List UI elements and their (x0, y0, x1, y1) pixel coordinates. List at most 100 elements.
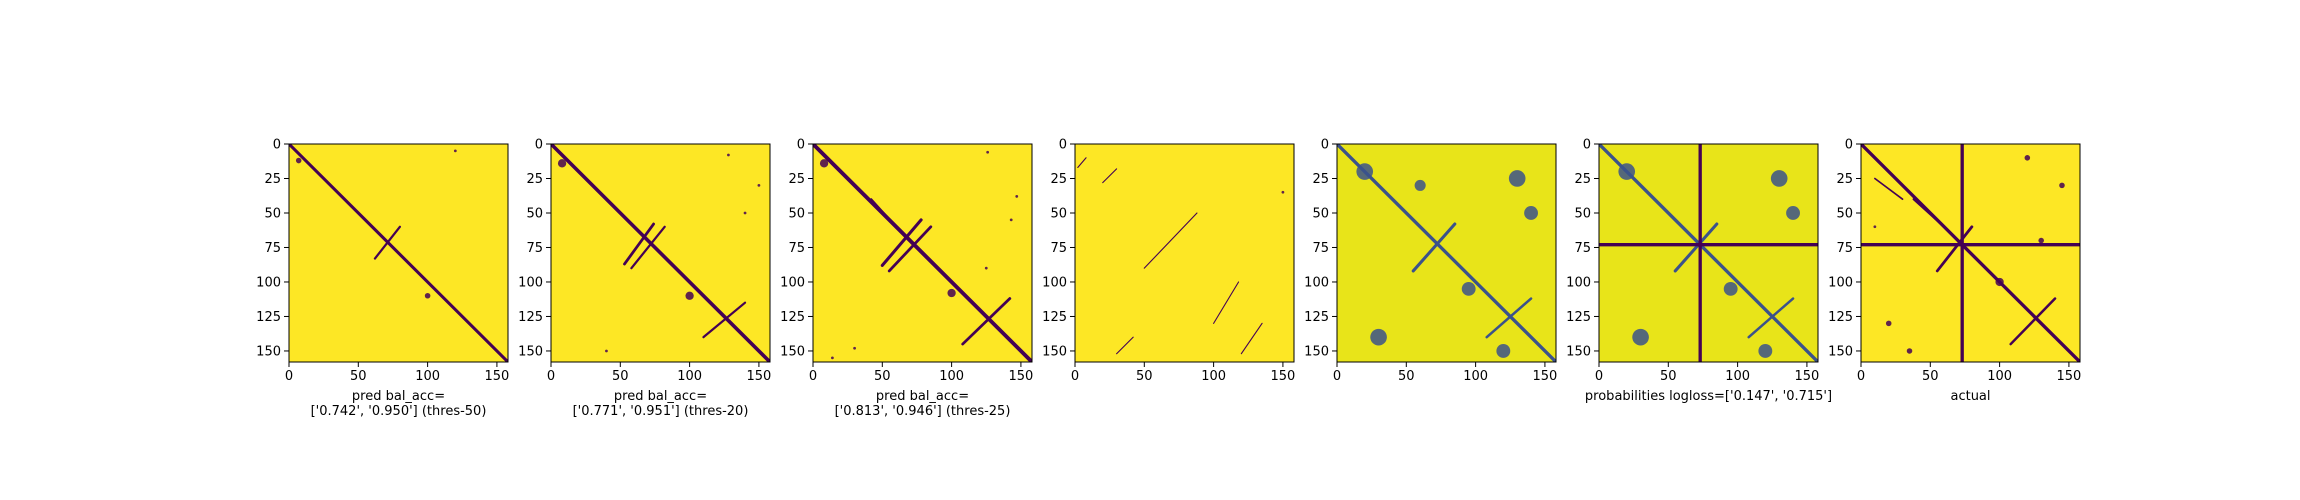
x-tick-label: 0 (809, 369, 817, 384)
heatmap-blob-3 (757, 184, 761, 187)
heatmap-blob-2 (453, 149, 457, 153)
panel-caption-line-1: actual (1950, 389, 1990, 404)
y-tick-label: 75 (1312, 241, 1329, 256)
heatmap-band-1 (1861, 144, 2080, 362)
heatmap-blob-3 (1524, 206, 1538, 220)
y-tick-label: 50 (788, 206, 805, 221)
y-tick-label: 100 (1304, 275, 1329, 290)
heatmap-band-2 (623, 222, 655, 266)
y-tick-label: 25 (1836, 172, 1853, 187)
heatmap-band-1 (551, 144, 770, 362)
y-tick-label: 100 (518, 275, 543, 290)
heatmap-blob-6 (1461, 281, 1476, 296)
heatmap-band-2 (880, 218, 923, 267)
heatmap-band-6 (1116, 336, 1134, 355)
y-tick-label: 125 (780, 310, 805, 325)
x-tick-label: 0 (547, 369, 555, 384)
panel-caption-line-2: ['0.771', '0.951'] (thres-20) (573, 404, 749, 419)
heatmap-band-3 (1143, 212, 1198, 269)
y-tick-label: 0 (273, 138, 281, 153)
heatmap-band-3 (1747, 297, 1795, 339)
y-tick-label: 150 (780, 344, 805, 359)
x-tick-label: 100 (415, 369, 440, 384)
panel-caption-line-1: pred bal_acc= (876, 389, 969, 404)
y-tick-label: 50 (1050, 206, 1067, 221)
y-tick-label: 125 (1042, 310, 1067, 325)
heatmap-blob-2 (2059, 182, 2065, 189)
heatmap-blob-1 (2024, 155, 2031, 161)
heatmap-blob-6 (2038, 237, 2044, 244)
x-tick-label: 150 (1270, 369, 1295, 384)
heatmap-panel-6: 0 50 100 150 0 25 50 75 100 125 150 probabilities l… (1566, 138, 1832, 405)
x-tick-label: 150 (1794, 369, 1819, 384)
heatmap-background (1075, 144, 1294, 362)
x-tick-label: 150 (484, 369, 509, 384)
y-tick-label: 100 (1828, 275, 1853, 290)
y-tick-label: 0 (797, 138, 805, 153)
y-tick-label: 75 (526, 241, 543, 256)
y-tick-label: 0 (1845, 138, 1853, 153)
heatmap-panel-7: 0 50 100 150 0 25 50 75 100 125 150 actual (1828, 138, 2081, 405)
heatmap-band-3 (887, 225, 933, 273)
heatmap-blob-6 (1723, 281, 1738, 296)
heatmap-blob-2 (1770, 170, 1788, 187)
y-tick-label: 150 (1566, 344, 1591, 359)
heatmap-blob-7 (1873, 225, 1877, 229)
x-tick-label: 100 (1201, 369, 1226, 384)
heatmap-blob-2 (1508, 170, 1526, 187)
axes-frame (1860, 143, 2081, 363)
axes-frame (288, 143, 509, 363)
heatmap-blob-5 (853, 346, 856, 350)
heatmap-band-2 (1411, 222, 1457, 273)
x-tick-label: 50 (874, 369, 891, 384)
heatmap-panel-5: 0 50 100 150 0 25 50 75 100 125 150 (1304, 138, 1557, 385)
x-tick-label: 0 (1857, 369, 1865, 384)
heatmap-panel-4: 0 50 100 150 0 25 50 75 100 125 150 (1042, 138, 1295, 385)
y-tick-label: 125 (1304, 310, 1329, 325)
heatmap-blob-7 (1414, 179, 1426, 191)
y-tick-label: 50 (1836, 206, 1853, 221)
heatmap-band-3 (630, 225, 666, 270)
heatmap-band-2 (1102, 168, 1118, 184)
x-tick-label: 150 (1532, 369, 1557, 384)
y-tick-label: 25 (788, 172, 805, 187)
heatmap-blob-4 (743, 211, 747, 215)
heatmap-blob-5 (1496, 344, 1511, 358)
y-tick-label: 25 (264, 172, 281, 187)
axes-frame (1598, 143, 1819, 363)
y-tick-label: 25 (1312, 172, 1329, 187)
y-tick-label: 50 (526, 206, 543, 221)
x-tick-label: 50 (1922, 369, 1939, 384)
y-tick-label: 75 (1050, 241, 1067, 256)
x-tick-label: 0 (1595, 369, 1603, 384)
x-tick-label: 100 (1463, 369, 1488, 384)
heatmap-blob-6 (685, 291, 694, 300)
heatmap-blob-5 (1758, 344, 1773, 358)
heatmap-blob-1 (295, 157, 302, 164)
x-tick-label: 150 (746, 369, 771, 384)
x-tick-label: 150 (2056, 369, 2081, 384)
heatmap-band-4 (1912, 198, 1946, 228)
y-tick-label: 150 (1042, 344, 1067, 359)
x-tick-label: 0 (285, 369, 293, 384)
heatmap-blob-3 (1786, 206, 1800, 220)
panel-caption-line-2: ['0.813', '0.946'] (thres-25) (835, 404, 1011, 419)
heatmap-blob-6 (831, 356, 834, 360)
x-tick-label: 50 (612, 369, 629, 384)
axes-frame (812, 143, 1033, 363)
heatmap-band-1 (289, 144, 508, 362)
y-tick-label: 25 (1574, 172, 1591, 187)
heatmap-band-4 (702, 301, 747, 339)
heatmap-blob-2 (727, 153, 730, 157)
y-tick-label: 100 (1566, 275, 1591, 290)
heatmap-band-4 (1213, 281, 1240, 324)
heatmap-panel-3: 0 50 100 150 0 25 50 75 100 125 150 pred bal_acc=['… (780, 138, 1033, 420)
x-tick-label: 50 (1398, 369, 1415, 384)
panel-caption-line-2: ['0.742', '0.950'] (thres-50) (311, 404, 487, 419)
heatmap-band-4 (961, 297, 1012, 346)
heatmap-band-1 (1077, 157, 1087, 169)
x-tick-label: 50 (350, 369, 367, 384)
heatmap-band-2 (1935, 225, 1974, 273)
panel-caption-line-1: pred bal_acc= (614, 389, 707, 404)
